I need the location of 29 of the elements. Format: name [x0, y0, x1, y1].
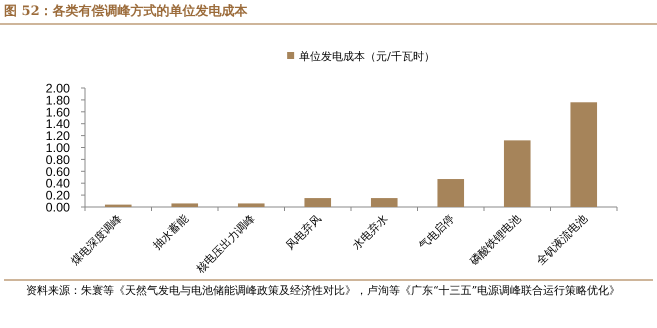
bar: [570, 102, 598, 207]
y-tick-label: 1.80: [46, 93, 70, 108]
y-tick-label: 1.00: [46, 141, 70, 155]
bar: [370, 198, 398, 207]
x-tick-label: 抽水蓄能: [150, 212, 191, 252]
x-tick-label: 全钒液流电池: [534, 212, 590, 268]
y-tick-label: 0.80: [46, 152, 70, 167]
x-tick-label: 煤电深度调峰: [68, 212, 124, 268]
y-tick-label: 0.60: [46, 164, 70, 179]
y-tick-label: 0.20: [46, 188, 70, 203]
bar: [238, 203, 265, 207]
legend-label: 单位发电成本（元/千瓦时）: [299, 50, 435, 63]
y-tick-label: 2.00: [46, 82, 70, 96]
x-tick-label: 气电启停: [416, 212, 457, 252]
y-tick-label: 1.20: [46, 129, 70, 144]
x-tick-label: 磷酸铁锂电池: [466, 212, 524, 268]
bar: [504, 140, 531, 207]
text: 资料来源：朱寰等《天然气发电与电池储能调峰政策及经济性对比》，卢洵等《广东“十三五”电源调峰联合运行策略优化》: [26, 284, 620, 297]
y-tick-label: 0.40: [46, 176, 70, 191]
y-tick-label: 0.00: [46, 200, 70, 214]
bar: [171, 203, 198, 207]
x-tick-label: 核电压出力调峰: [193, 212, 258, 276]
chart-title: 图 52：各类有偿调峰方式的单位发电成本: [4, 3, 249, 19]
bar: [437, 179, 464, 207]
bar: [304, 198, 332, 207]
y-tick-label: 1.40: [46, 117, 70, 132]
x-tick-label: 水电弃水: [350, 212, 390, 252]
y-tick-label: 1.60: [46, 105, 70, 120]
x-tick-label: 风电弃风: [284, 212, 324, 252]
